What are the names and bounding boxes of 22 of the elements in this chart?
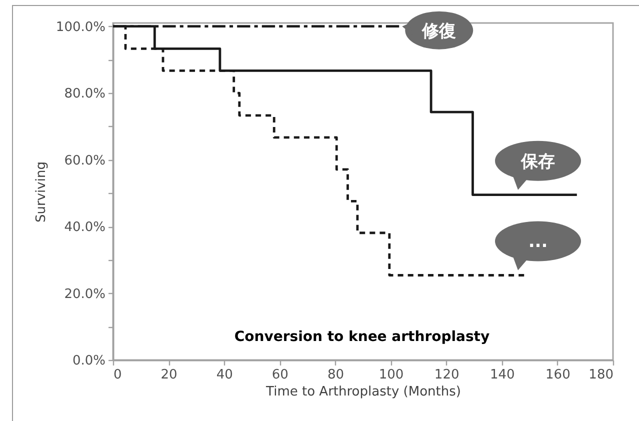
x-tick-label: 100 xyxy=(378,368,404,382)
series-label: 修復 xyxy=(421,21,456,42)
series-label: ... xyxy=(528,232,548,252)
x-tick-label: 180 xyxy=(588,368,614,382)
y-tick-label: 60.0% xyxy=(64,153,106,168)
x-tick-label: 160 xyxy=(546,368,570,382)
annotation: Conversion to knee arthroplasty xyxy=(234,329,490,345)
y-tick-label: 80.0% xyxy=(64,86,106,102)
x-tick-label: 60 xyxy=(272,368,288,382)
y-axis-title: Surviving xyxy=(34,162,49,222)
y-tick-label: 0.0% xyxy=(72,354,106,368)
series-label: 保存 xyxy=(520,152,555,172)
x-tick-label: 0 xyxy=(114,368,122,382)
y-tick-label: 100.0% xyxy=(56,20,106,35)
x-tick-label: 40 xyxy=(216,368,233,382)
x-tick-label: 80 xyxy=(327,368,344,382)
x-tick-label: 120 xyxy=(434,368,460,382)
x-tick-label: 20 xyxy=(160,368,178,382)
x-axis-title: Time to Arthroplasty (Months) xyxy=(265,384,461,400)
x-tick-label: 140 xyxy=(490,368,515,382)
y-tick-label: 20.0% xyxy=(64,286,106,302)
y-tick-label: 40.0% xyxy=(64,220,106,236)
